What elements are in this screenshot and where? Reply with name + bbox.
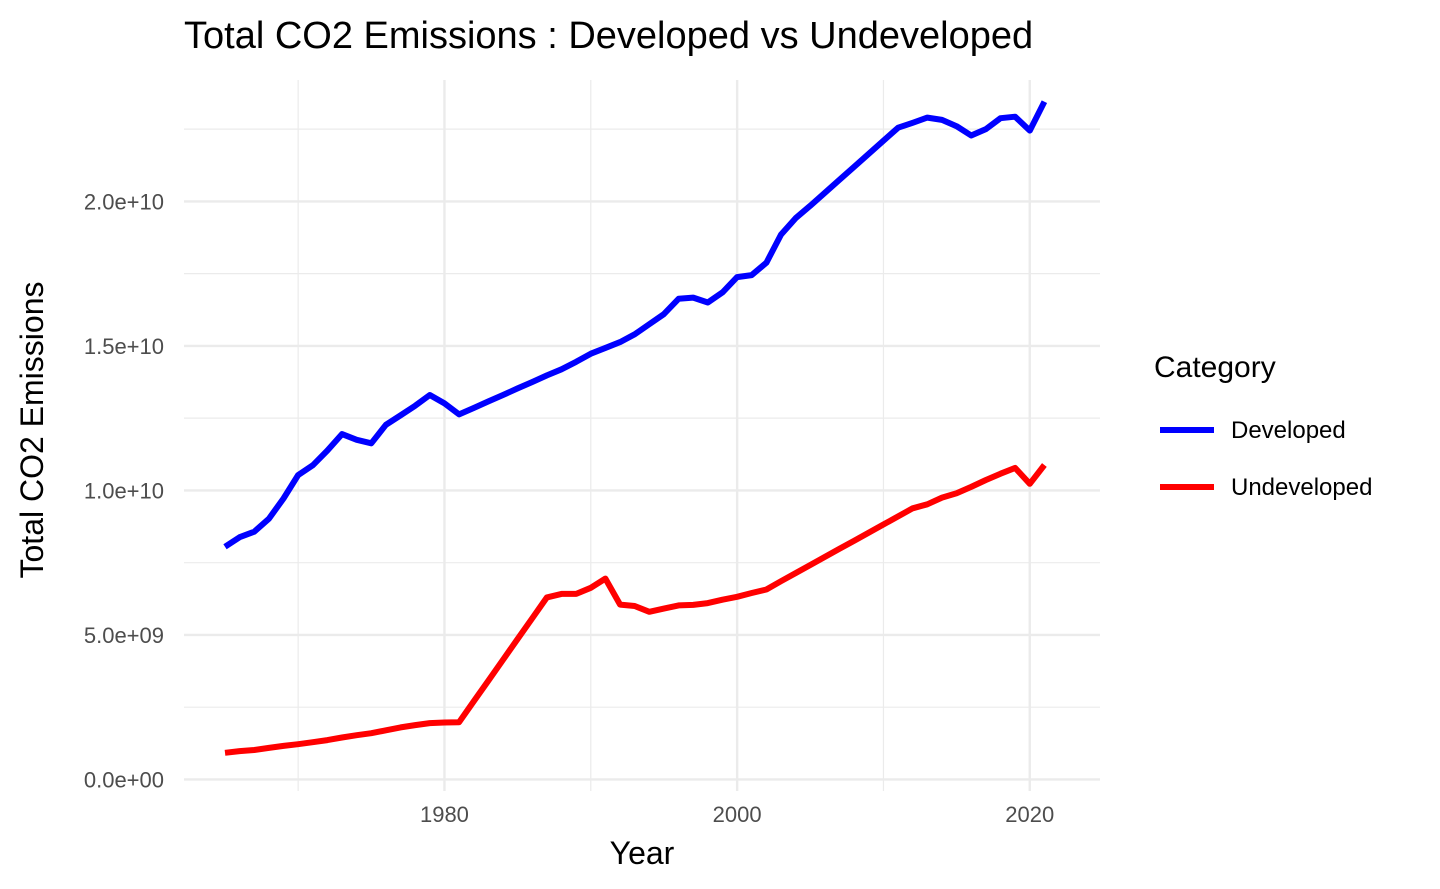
y-tick-label: 2.0e+10 [84,189,164,214]
legend-label-developed: Developed [1231,417,1346,444]
x-axis-title: Year [610,835,675,871]
series-line-developed [223,100,1048,550]
legend: Category Developed Undeveloped [1154,351,1372,501]
y-tick-label: 1.5e+10 [84,334,164,359]
x-tick-label: 2020 [1005,802,1054,827]
y-tick-label: 5.0e+09 [84,623,164,648]
y-axis-title: Total CO2 Emissions [14,282,50,579]
x-tick-label: 1980 [420,802,469,827]
legend-label-undeveloped: Undeveloped [1231,474,1372,501]
series-line-undeveloped [224,463,1047,756]
y-tick-label: 1.0e+10 [84,478,164,503]
grid-lines [184,80,1100,791]
chart-title: Total CO2 Emissions : Developed vs Undev… [184,15,1033,57]
x-tick-label: 2000 [713,802,762,827]
series-lines [223,100,1048,756]
y-tick-label: 0.0e+00 [84,767,164,792]
x-axis-tick-labels: 1980 2000 2020 [420,802,1054,827]
y-axis-tick-labels: 0.0e+00 5.0e+09 1.0e+10 1.5e+10 2.0e+10 [84,189,164,792]
legend-title: Category [1154,351,1276,384]
